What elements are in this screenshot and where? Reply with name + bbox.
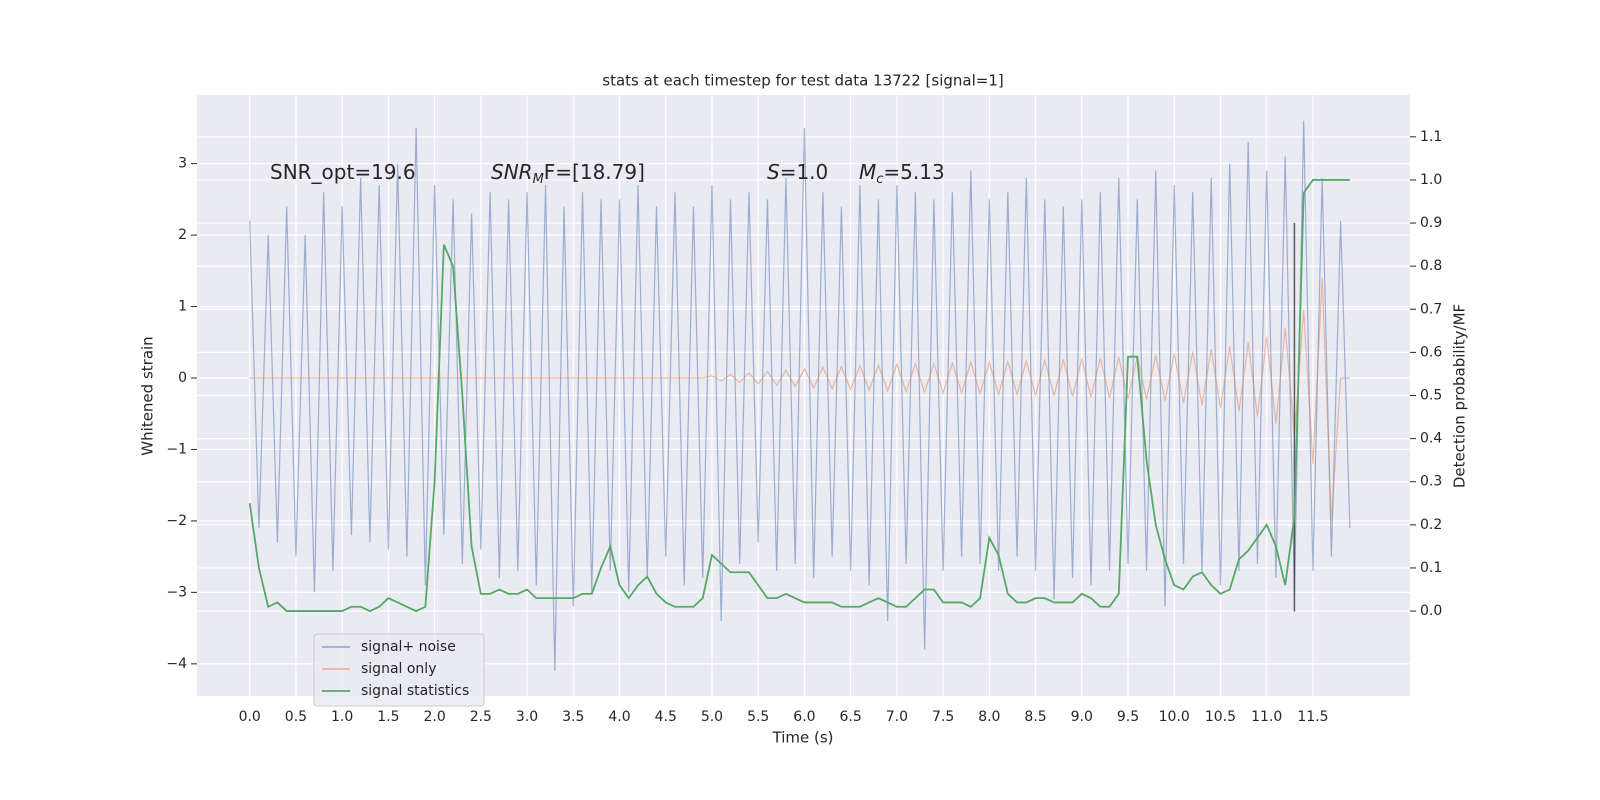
y-tick-label: 2 (178, 227, 187, 243)
legend: signal+ noise signal only signal statistic… (313, 633, 485, 707)
y-tick-label: −3 (166, 584, 187, 600)
x-tick-label: 6.5 (840, 709, 862, 725)
y-axis-label: Whitened strain (139, 336, 157, 455)
annotation: S=1.0 (767, 160, 828, 184)
x-tick-label: 7.5 (932, 709, 954, 725)
x-tick-label: 9.0 (1071, 709, 1093, 725)
legend-label: signal+ noise (361, 639, 456, 655)
y-tick-label: −4 (166, 656, 187, 672)
x-tick-label: 1.5 (377, 709, 399, 725)
y2-tick-label: 0.1 (1420, 560, 1442, 576)
y2-tick-label: 0.6 (1420, 344, 1442, 360)
y2-tick-label: 0.4 (1420, 431, 1442, 447)
x-tick-label: 11.0 (1251, 709, 1282, 725)
x-tick-label: 10.0 (1159, 709, 1190, 725)
x-tick-label: 0.5 (285, 709, 307, 725)
y2-tick-label: 0.7 (1420, 301, 1442, 317)
x-tick-label: 8.5 (1024, 709, 1046, 725)
annotation-symbol: SNR (491, 160, 533, 184)
y-tick-label: 1 (178, 299, 187, 315)
x-tick-label: 3.0 (516, 709, 538, 725)
legend-label: signal statistics (361, 683, 469, 699)
annotation-value: =1.0 (780, 160, 829, 184)
annotation: SNR_opt=19.6 (270, 160, 416, 184)
x-tick-label: 4.0 (608, 709, 630, 725)
marks (248, 120, 1351, 672)
series-line (249, 277, 1350, 521)
y-tick-label: 3 (178, 156, 187, 172)
annotation: SNRMF=[18.79] (491, 160, 645, 187)
annotation-symbol: M (859, 160, 876, 184)
y2-tick-label: 0.5 (1420, 388, 1442, 404)
chart-title: stats at each timestep for test data 137… (602, 72, 1003, 90)
annotation-value: F=[18.79] (544, 160, 645, 184)
x-tick-label: 2.5 (470, 709, 492, 725)
x-tick-label: 6.0 (793, 709, 815, 725)
x-tick-label: 3.5 (562, 709, 584, 725)
y2-tick-label: 0.8 (1420, 258, 1442, 274)
x-tick-label: 5.0 (701, 709, 723, 725)
annotation-text: SNR_opt=19.6 (270, 160, 416, 184)
y2-tick-label: 0.9 (1420, 215, 1442, 231)
annotation-subscript: M (533, 172, 544, 187)
legend-label: signal only (361, 661, 436, 677)
annotation-symbol: S (767, 160, 780, 184)
y-tick-label: −1 (166, 441, 187, 457)
y2-axis-label: Detection probability/MF (1451, 304, 1469, 488)
series-line (248, 179, 1350, 613)
x-axis-label: Time (s) (772, 729, 834, 747)
y2-tick-label: 0.0 (1420, 603, 1442, 619)
x-tick-label: 10.5 (1205, 709, 1236, 725)
y2-tick-label: 1.1 (1420, 129, 1442, 145)
y-tick-label: 0 (178, 370, 187, 386)
x-tick-label: 11.5 (1297, 709, 1328, 725)
x-tick-label: 0.0 (239, 709, 261, 725)
y-tick-label: −2 (166, 513, 187, 529)
annotation-subscript: c (876, 172, 883, 187)
x-tick-label: 7.0 (886, 709, 908, 725)
x-tick-label: 1.0 (331, 709, 353, 725)
x-tick-label: 5.5 (747, 709, 769, 725)
x-tick-label: 8.0 (978, 709, 1000, 725)
x-tick-label: 4.5 (655, 709, 677, 725)
y2-tick-label: 0.3 (1420, 474, 1442, 490)
y2-tick-label: 0.2 (1420, 517, 1442, 533)
annotation-value: =5.13 (883, 160, 944, 184)
y2-tick-label: 1.0 (1420, 172, 1442, 188)
x-tick-label: 2.0 (423, 709, 445, 725)
annotation: Mc=5.13 (859, 160, 945, 187)
series-line (249, 120, 1351, 672)
x-tick-label: 9.5 (1117, 709, 1139, 725)
legend-box (313, 633, 485, 707)
